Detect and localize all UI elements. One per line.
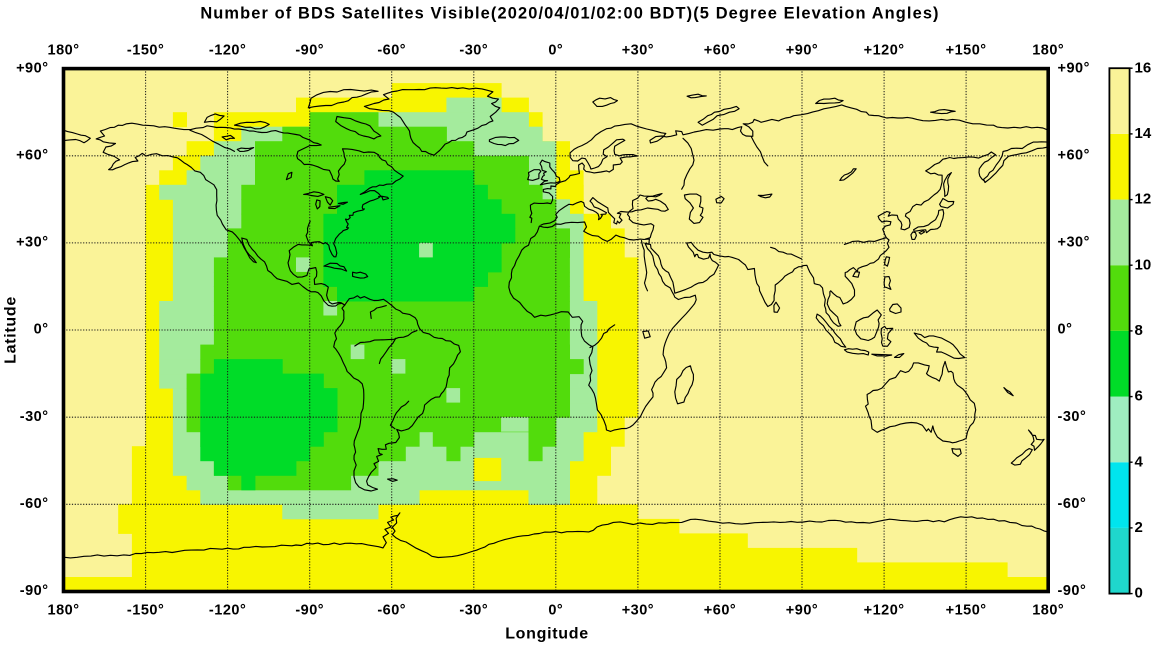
svg-text:12: 12 (1135, 191, 1152, 208)
svg-text:8: 8 (1135, 322, 1143, 339)
svg-text:Number of BDS Satellites Visib: Number of BDS Satellites Visible(2020/04… (200, 4, 939, 22)
svg-text:-60°: -60° (377, 603, 406, 619)
svg-text:+30°: +30° (1058, 235, 1090, 251)
svg-text:+90°: +90° (16, 60, 48, 76)
svg-text:Longitude: Longitude (505, 625, 589, 642)
svg-text:+150°: +150° (946, 43, 987, 59)
svg-text:-30°: -30° (1058, 409, 1087, 425)
svg-text:180°: 180° (48, 603, 80, 619)
svg-text:0°: 0° (1058, 322, 1073, 338)
svg-text:6: 6 (1135, 388, 1143, 405)
svg-text:180°: 180° (48, 43, 80, 59)
svg-text:+60°: +60° (704, 43, 736, 59)
svg-text:14: 14 (1135, 125, 1152, 142)
svg-text:+30°: +30° (622, 603, 654, 619)
svg-text:+60°: +60° (704, 603, 736, 619)
svg-text:-150°: -150° (127, 43, 164, 59)
svg-text:0: 0 (1135, 585, 1143, 602)
svg-text:10: 10 (1135, 256, 1152, 273)
svg-text:-90°: -90° (295, 43, 324, 59)
svg-text:4: 4 (1135, 453, 1144, 470)
svg-text:+60°: +60° (16, 147, 48, 163)
svg-text:-30°: -30° (20, 409, 49, 425)
svg-text:2: 2 (1135, 519, 1143, 536)
svg-text:-120°: -120° (209, 603, 246, 619)
svg-text:Latitude: Latitude (3, 296, 20, 364)
svg-text:+90°: +90° (786, 43, 818, 59)
svg-text:-120°: -120° (209, 43, 246, 59)
svg-text:+120°: +120° (864, 43, 905, 59)
svg-text:0°: 0° (548, 43, 563, 59)
svg-text:-30°: -30° (459, 603, 488, 619)
svg-text:-30°: -30° (459, 43, 488, 59)
svg-text:+60°: +60° (1058, 147, 1090, 163)
svg-text:180°: 180° (1032, 43, 1064, 59)
svg-text:0°: 0° (548, 603, 563, 619)
svg-text:-90°: -90° (295, 603, 324, 619)
svg-text:-60°: -60° (1058, 496, 1087, 512)
svg-text:-90°: -90° (20, 583, 49, 599)
svg-text:16: 16 (1135, 59, 1152, 76)
svg-text:+30°: +30° (16, 235, 48, 251)
svg-text:+120°: +120° (864, 603, 905, 619)
svg-text:-60°: -60° (377, 43, 406, 59)
svg-text:-90°: -90° (1058, 583, 1087, 599)
svg-text:+30°: +30° (622, 43, 654, 59)
svg-text:+90°: +90° (786, 603, 818, 619)
svg-text:-150°: -150° (127, 603, 164, 619)
svg-text:0°: 0° (34, 322, 49, 338)
svg-text:-60°: -60° (20, 496, 49, 512)
svg-text:180°: 180° (1032, 603, 1064, 619)
svg-text:+90°: +90° (1058, 60, 1090, 76)
svg-text:+150°: +150° (946, 603, 987, 619)
